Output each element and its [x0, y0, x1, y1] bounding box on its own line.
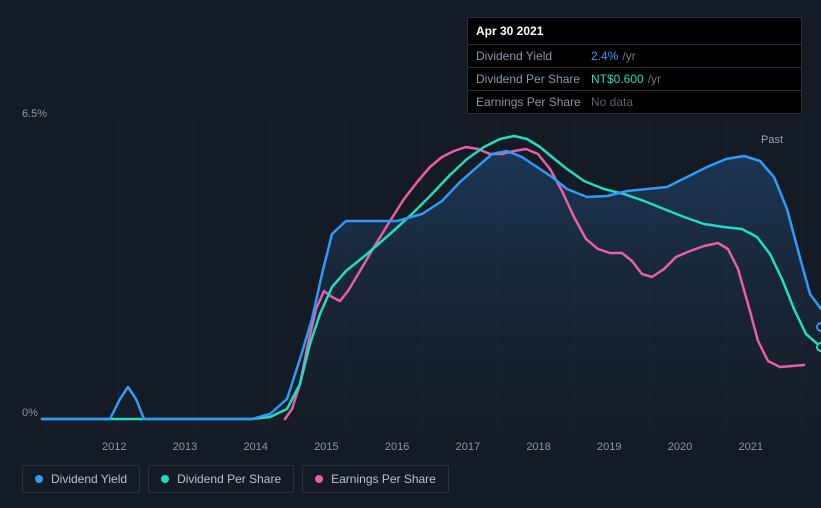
tooltip-row-value: 2.4%/yr: [591, 49, 636, 63]
x-axis-tick: 2019: [597, 441, 621, 453]
tooltip-row-label: Dividend Per Share: [476, 72, 591, 86]
x-axis: 2012 2013 2014 2015 2016 2017 2018 2019 2020 2021: [32, 441, 821, 453]
legend-label: Earnings Per Share: [331, 472, 436, 486]
legend: Dividend Yield Dividend Per Share Earnings…: [22, 465, 449, 493]
legend-item[interactable]: Dividend Per Share: [148, 465, 294, 493]
legend-label: Dividend Yield: [51, 472, 127, 486]
tooltip-row-value: No data: [591, 95, 633, 109]
x-axis-tick: 2016: [385, 441, 409, 453]
chart-svg: [32, 119, 821, 434]
plot-area[interactable]: [32, 119, 821, 434]
x-axis-tick: 2012: [102, 441, 126, 453]
legend-dot: [161, 475, 169, 483]
tooltip-row: Dividend Yield2.4%/yr: [468, 45, 801, 68]
tooltip-row-label: Earnings Per Share: [476, 95, 591, 109]
tooltip-row-label: Dividend Yield: [476, 49, 591, 63]
tooltip-title: Apr 30 2021: [468, 18, 801, 45]
tooltip-row-value: NT$0.600/yr: [591, 72, 661, 86]
legend-item[interactable]: Earnings Per Share: [302, 465, 449, 493]
x-axis-tick: 2021: [738, 441, 762, 453]
tooltip: Apr 30 2021 Dividend Yield2.4%/yrDividen…: [467, 17, 802, 114]
tooltip-row: Earnings Per ShareNo data: [468, 91, 801, 113]
x-axis-tick: 2020: [668, 441, 692, 453]
tooltip-row: Dividend Per ShareNT$0.600/yr: [468, 68, 801, 91]
legend-item[interactable]: Dividend Yield: [22, 465, 140, 493]
x-axis-tick: 2018: [526, 441, 550, 453]
x-axis-tick: 2015: [314, 441, 338, 453]
legend-label: Dividend Per Share: [177, 472, 281, 486]
legend-dot: [35, 475, 43, 483]
x-axis-tick: 2014: [243, 441, 267, 453]
x-axis-tick: 2013: [173, 441, 197, 453]
x-axis-tick: 2017: [456, 441, 480, 453]
legend-dot: [315, 475, 323, 483]
